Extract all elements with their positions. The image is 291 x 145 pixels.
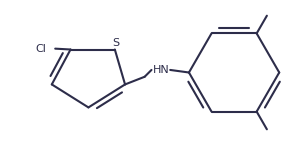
Text: HN: HN [152, 65, 169, 75]
Text: Cl: Cl [36, 44, 47, 54]
Text: S: S [112, 38, 119, 48]
